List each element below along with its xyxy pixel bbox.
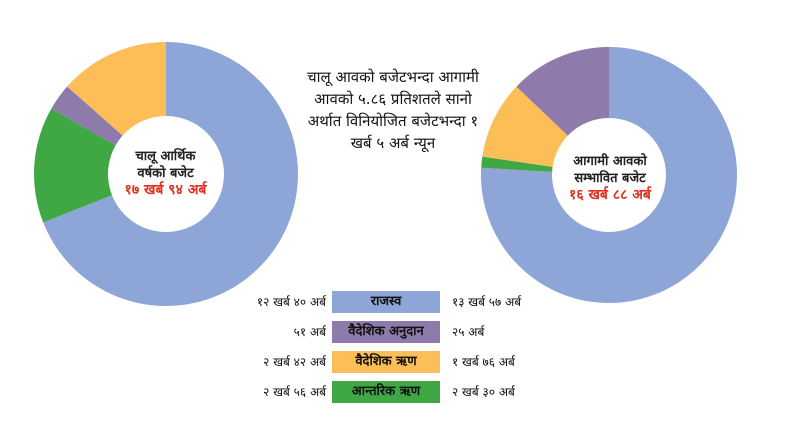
current-budget-center-label: चालू आर्थिक वर्षको बजेट १७ खर्ब ९४ अर्ब — [108, 148, 223, 199]
current-budget-title-line1: चालू आर्थिक — [135, 149, 196, 164]
legend-value-next-foreign-loan: १ खर्ब ७६ अर्ब — [452, 355, 515, 369]
legend-value-next-revenue: १३ खर्ब ५७ अर्ब — [452, 295, 522, 309]
legend-value-next-foreign-grant: २५ अर्ब — [452, 325, 485, 339]
current-budget-title-line2: वर्षको बजेट — [137, 166, 194, 181]
next-budget-title-line1: आगामी आवको — [573, 154, 647, 169]
current-donut-hole — [108, 116, 224, 232]
legend-swatch-foreign-loan: वैदेशिक ऋण — [332, 351, 440, 373]
legend-value-current-foreign-loan: २ खर्ब ४२ अर्ब — [263, 355, 326, 369]
next-budget-center-label: आगामी आवको सम्भावित बजेट १६ खर्ब ८८ अर्ब — [550, 153, 670, 204]
legend-value-next-domestic-loan: २ खर्ब ३० अर्ब — [452, 385, 515, 399]
current-budget-amount: १७ खर्ब ९४ अर्ब — [124, 182, 207, 198]
legend-value-current-revenue: १२ खर्ब ४० अर्ब — [256, 295, 326, 309]
next-donut-hole — [552, 118, 666, 232]
legend-swatch-revenue: राजस्व — [332, 291, 440, 313]
legend-swatch-foreign-grant: वैदेशिक अनुदान — [332, 321, 440, 343]
next-budget-amount: १६ खर्ब ८८ अर्ब — [569, 187, 651, 203]
legend-value-current-foreign-grant: ५१ अर्ब — [293, 325, 326, 339]
current-donut-slice-1 — [33, 108, 166, 223]
next-budget-title-line2: सम्भावित बजेट — [574, 171, 646, 186]
headline-text: चालू आवको बजेटभन्दा आगामी आवको ५.८६ प्रत… — [307, 68, 479, 152]
legend-swatch-domestic-loan: आन्तरिक ऋण — [332, 381, 440, 403]
legend-value-current-domestic-loan: २ खर्ब ५६ अर्ब — [263, 385, 326, 399]
